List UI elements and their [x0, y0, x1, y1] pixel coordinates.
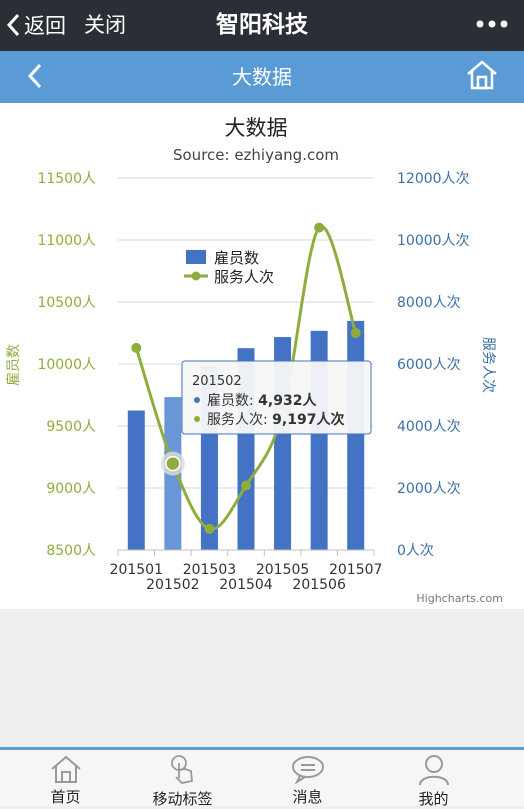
tab-label: 首页 — [50, 788, 81, 806]
left-tick-label: 10500人 — [37, 295, 96, 311]
right-tick-label: 6000人次 — [397, 357, 461, 373]
line-point[interactable] — [131, 342, 142, 353]
right-tick-label: 0人次 — [397, 543, 434, 559]
chart-title: 大数据 — [225, 116, 288, 140]
page-title: 大数据 — [232, 65, 292, 89]
app-title: 智阳科技 — [216, 12, 308, 38]
x-axis-ticks: 2015012015022015032015042015052015062015… — [110, 550, 382, 593]
right-tick-label: 4000人次 — [397, 419, 461, 435]
more-dots-icon — [476, 20, 508, 28]
tab-label: 消息 — [292, 788, 323, 806]
chart-credits[interactable]: Highcharts.com — [416, 592, 503, 605]
left-tick-label: 8500人 — [46, 543, 96, 559]
tab-home[interactable]: 首页 — [0, 750, 131, 806]
tooltip: 201502 雇员数: 4,932人 服务人次: 9,197人次 — [181, 360, 372, 435]
left-tick-label: 11000人 — [37, 233, 96, 249]
tab-label: 我的 — [418, 790, 449, 808]
left-tick-label: 9500人 — [46, 419, 96, 435]
x-tick-label: 201503 — [183, 562, 236, 578]
x-tick-label: 201501 — [110, 562, 163, 578]
tooltip-box — [181, 360, 372, 435]
more-button[interactable] — [472, 10, 512, 40]
legend: 雇员数 服务人次 — [184, 249, 274, 286]
line-point[interactable] — [350, 328, 361, 338]
line-point[interactable] — [241, 480, 251, 491]
x-tick-label: 201504 — [219, 577, 273, 593]
tooltip-line-dot — [194, 416, 200, 422]
user-icon — [418, 755, 449, 786]
right-tick-label: 12000人次 — [397, 171, 470, 187]
home-icon — [467, 60, 497, 90]
tooltip-line2: 服务人次: 9,197人次 — [207, 411, 344, 428]
line-point[interactable] — [314, 222, 325, 233]
chart-svg: 大数据 Source: ezhiyang.com 8500人 9000人 9500人… — [5, 116, 503, 605]
back-button[interactable]: 返回 — [6, 8, 66, 42]
tab-mine[interactable]: 我的 — [368, 750, 499, 808]
chevron-left-icon — [27, 63, 42, 89]
x-tick-label: 201506 — [292, 577, 346, 593]
left-tick-label: 9000人 — [46, 481, 96, 497]
tab-messages[interactable]: 消息 — [242, 750, 373, 806]
x-tick-label: 201502 — [146, 577, 199, 593]
tab-label: 移动标签 — [152, 790, 213, 808]
top-bar: 返回 关闭 智阳科技 — [0, 0, 524, 51]
left-tick-label: 11500人 — [37, 171, 96, 187]
right-tick-label: 10000人次 — [397, 233, 470, 249]
chart-container: 大数据 Source: ezhiyang.com 8500人 9000人 9500人… — [0, 103, 524, 609]
legend-line-marker — [191, 271, 201, 281]
nav-back-button[interactable] — [22, 61, 52, 91]
right-tick-label: 2000人次 — [397, 481, 461, 497]
left-axis-title: 雇员数 — [5, 344, 22, 386]
legend-bar-label[interactable]: 雇员数 — [214, 249, 259, 267]
home-icon — [50, 755, 81, 783]
nav-bar: 大数据 — [0, 51, 524, 103]
tooltip-bar-dot — [194, 397, 200, 403]
tab-mobile-tags[interactable]: 移动标签 — [117, 750, 248, 808]
left-tick-label: 10000人 — [37, 357, 96, 373]
close-button[interactable]: 关闭 — [84, 13, 126, 37]
tab-bar: 首页 移动标签 消息 我的 — [0, 747, 524, 808]
right-axis-title: 服务人次 — [480, 337, 496, 393]
hand-tap-icon — [170, 755, 193, 784]
bar[interactable] — [347, 320, 365, 550]
legend-bar-swatch[interactable] — [186, 250, 206, 264]
chevron-left-icon — [6, 13, 20, 37]
left-axis-ticks: 8500人 9000人 9500人 10000人 10500人 11000人 11500人 — [37, 171, 96, 559]
chart-subtitle: Source: ezhiyang.com — [173, 146, 339, 164]
line-point[interactable] — [165, 455, 181, 472]
home-button[interactable] — [464, 57, 500, 93]
bar[interactable] — [127, 410, 145, 551]
tooltip-category: 201502 — [192, 374, 242, 389]
tooltip-line1: 雇员数: 4,932人 — [207, 392, 317, 409]
right-tick-label: 8000人次 — [397, 295, 461, 311]
right-axis-ticks: 0人次 2000人次 4000人次 6000人次 8000人次 10000人次 12000人… — [397, 171, 470, 559]
x-tick-label: 201505 — [256, 562, 309, 578]
line-point[interactable] — [204, 523, 215, 534]
x-tick-label: 201507 — [329, 562, 382, 578]
back-label: 返回 — [24, 14, 66, 38]
legend-line-label[interactable]: 服务人次 — [214, 268, 274, 286]
message-icon — [291, 756, 324, 784]
